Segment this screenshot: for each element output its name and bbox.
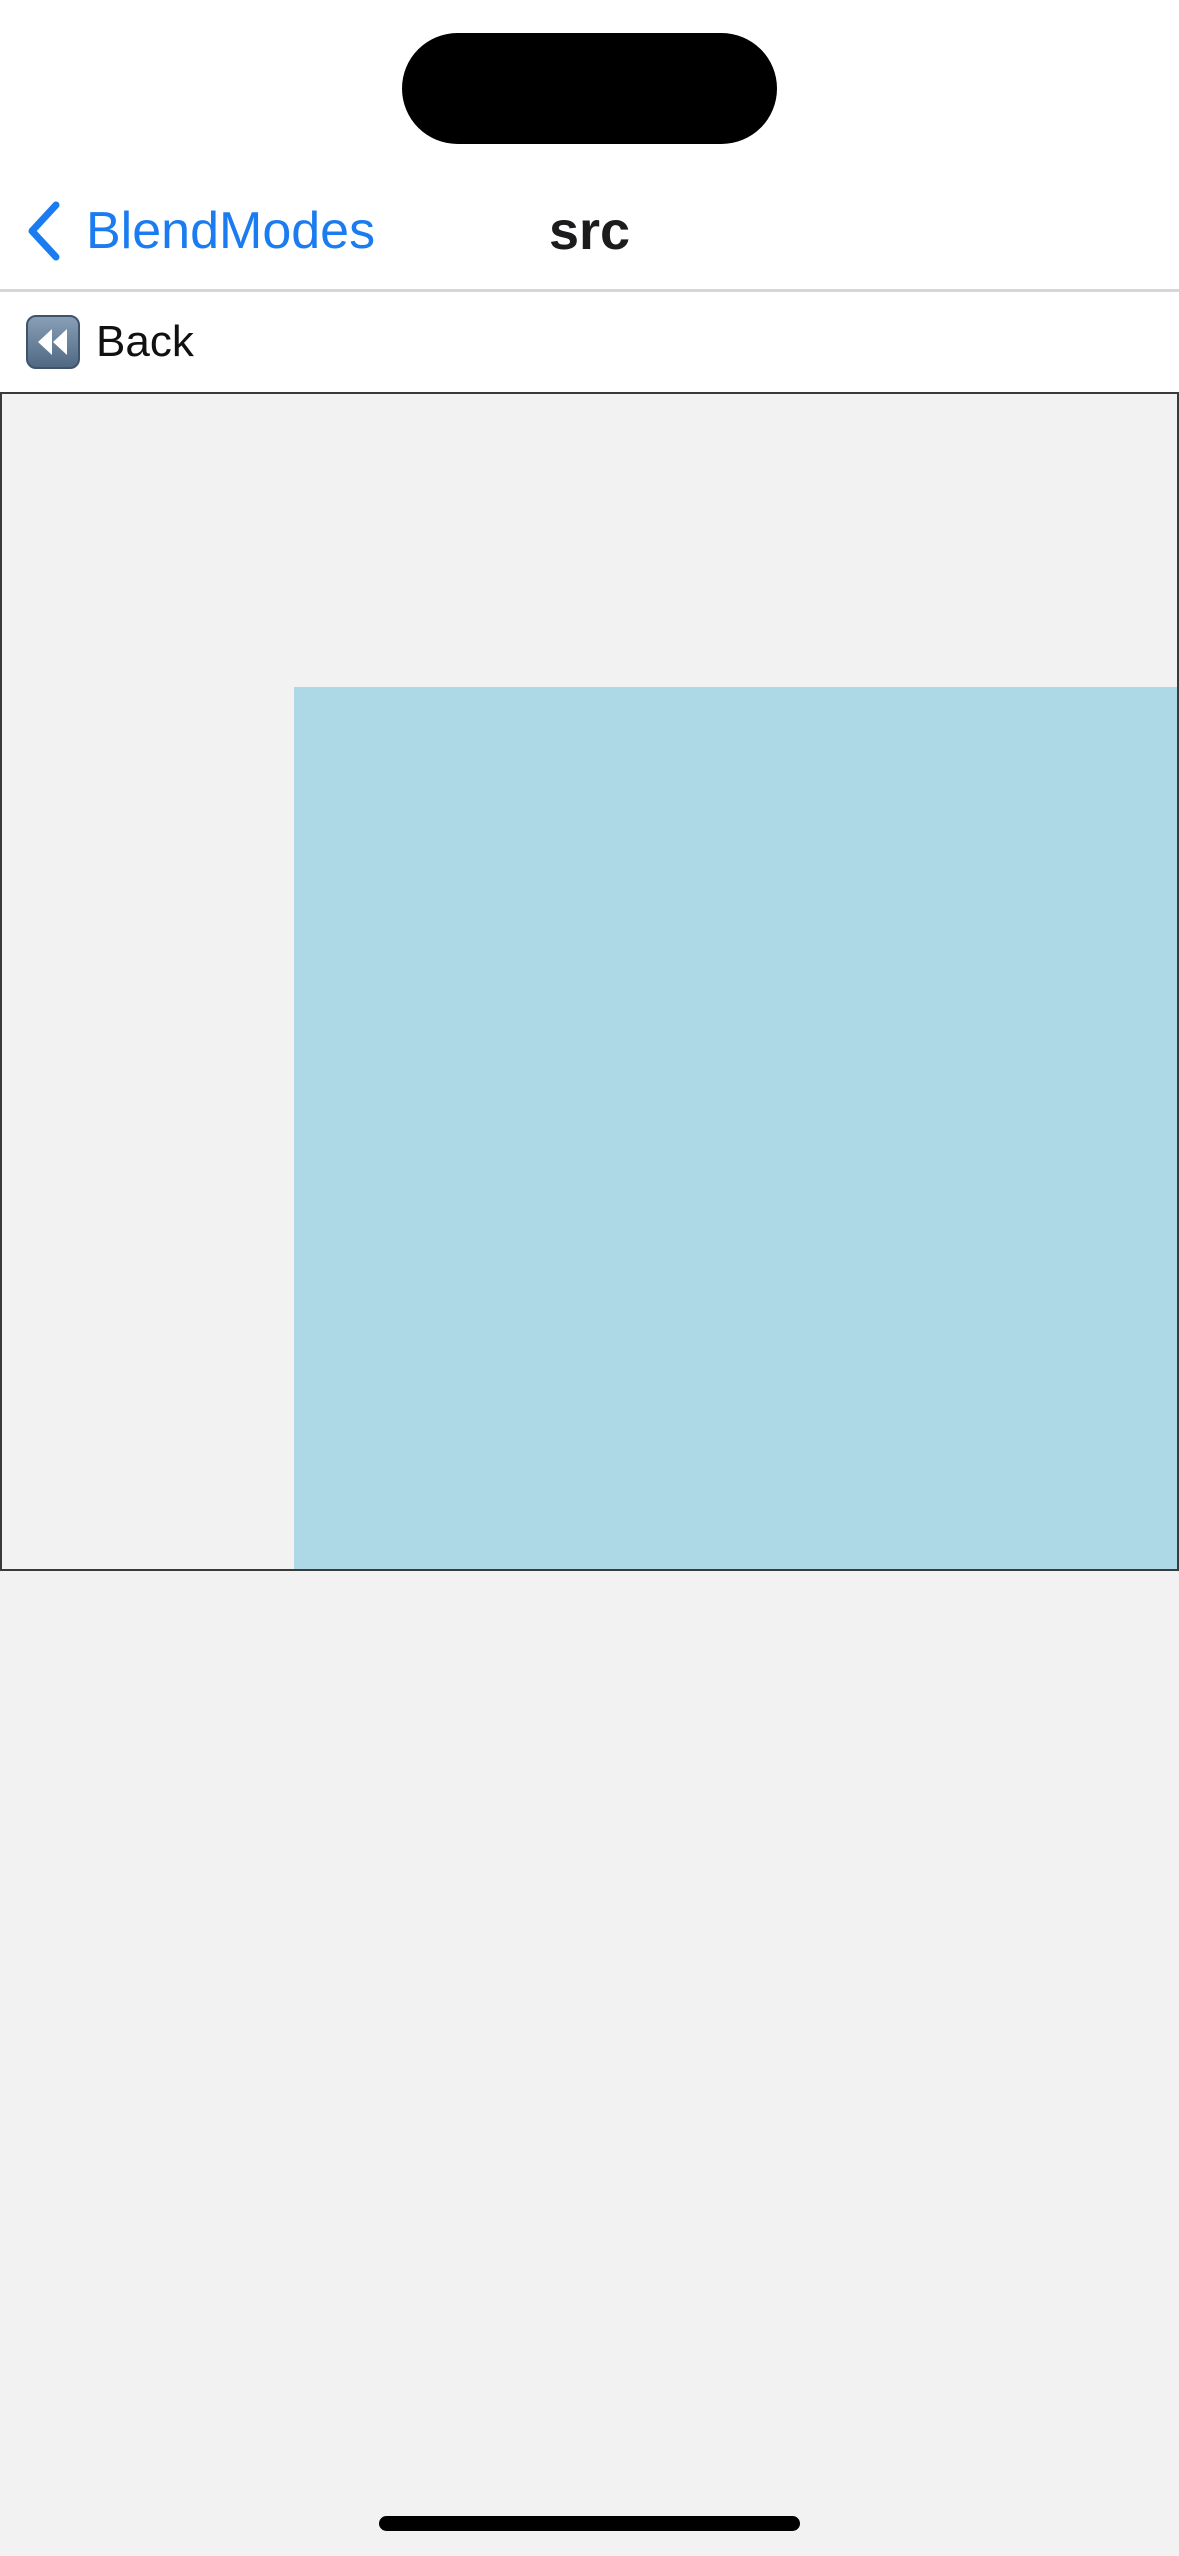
source-square: [294, 687, 1177, 1569]
toolbar: Back: [0, 292, 1179, 392]
home-indicator[interactable]: [379, 2516, 800, 2531]
nav-back-label: BlendModes: [86, 202, 376, 260]
status-bar: [0, 0, 1179, 170]
nav-back-button[interactable]: BlendModes: [22, 196, 375, 266]
page-title: src: [548, 201, 631, 261]
navigation-bar: BlendModes src: [0, 170, 1179, 292]
rewind-icon: [26, 315, 80, 369]
blend-canvas: [0, 392, 1179, 1571]
chevron-left-icon: [22, 199, 66, 263]
dynamic-island: [402, 33, 777, 144]
back-button[interactable]: Back: [26, 314, 194, 370]
back-label: Back: [96, 317, 194, 366]
